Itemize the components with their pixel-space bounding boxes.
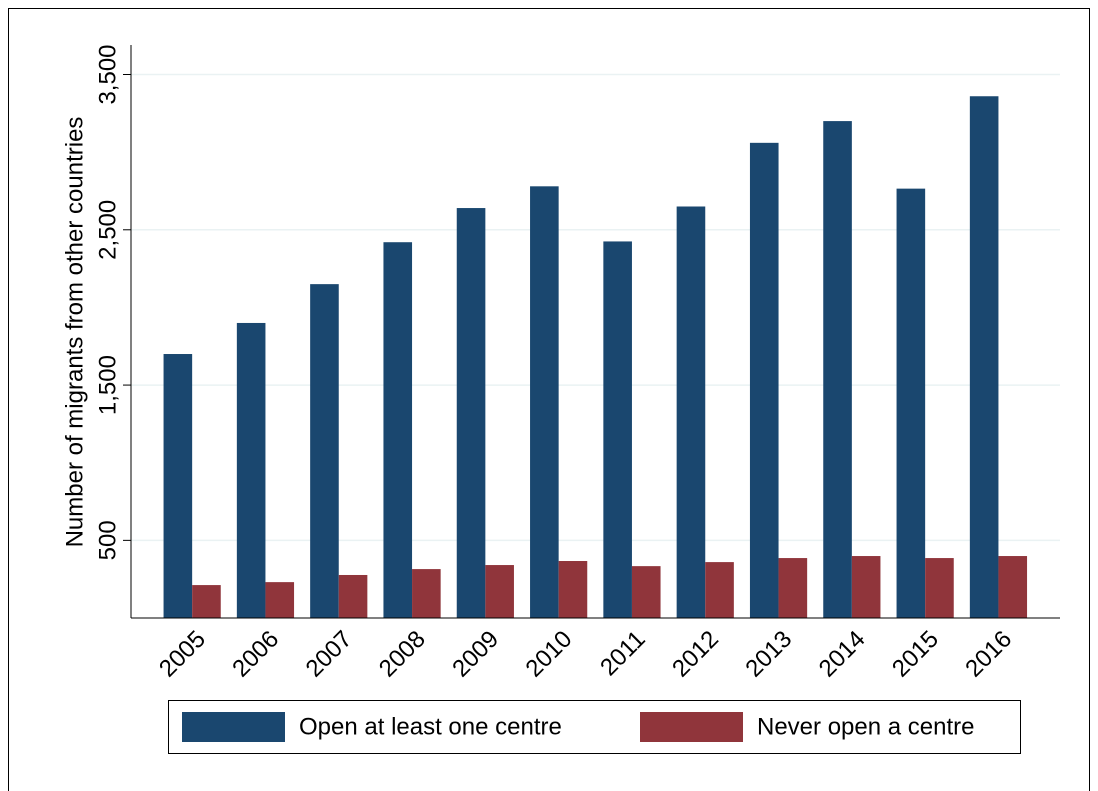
bar [530, 186, 559, 618]
x-tick-label: 2009 [447, 626, 504, 683]
bar [925, 558, 954, 618]
bar [823, 121, 852, 619]
bar [456, 208, 486, 619]
x-tick-label: 2005 [154, 626, 211, 683]
x-tick-label: 2010 [521, 626, 578, 683]
x-tick-label: 2015 [887, 626, 944, 683]
x-tick-label: 2016 [960, 626, 1017, 683]
legend-label: Never open a centre [757, 713, 974, 740]
x-tick-label: 2014 [814, 626, 871, 683]
bar [265, 582, 295, 618]
x-tick-label: 2007 [301, 626, 358, 683]
bar [192, 585, 221, 618]
bar [749, 142, 779, 618]
x-tick-label: 2008 [374, 626, 431, 683]
bar [383, 242, 413, 619]
bar [412, 569, 441, 618]
x-tick-label: 2012 [667, 626, 724, 683]
bar [338, 574, 368, 618]
y-tick-label: 500 [94, 520, 121, 560]
bar [603, 241, 632, 619]
legend-swatch [182, 712, 285, 742]
bar [969, 96, 999, 619]
bar [896, 188, 926, 618]
bar [163, 354, 193, 618]
x-tick-label: 2013 [740, 626, 797, 683]
frame [8, 8, 1090, 791]
bar [851, 556, 881, 618]
legend-swatch [640, 712, 743, 742]
bar [236, 322, 266, 618]
bar [778, 558, 808, 618]
x-tick-label: 2006 [227, 626, 284, 683]
bar [558, 561, 588, 618]
bar [998, 556, 1028, 618]
legend-box [168, 700, 1021, 754]
legend-label: Open at least one centre [299, 713, 562, 740]
bar [485, 565, 514, 618]
y-tick-label: 1,500 [94, 355, 121, 415]
y-tick-label: 3,500 [94, 44, 121, 104]
bar [310, 284, 339, 618]
x-tick-label: 2011 [595, 626, 651, 682]
bar [631, 566, 661, 618]
y-tick-label: 2,500 [94, 200, 121, 260]
y-axis-label: Number of migrants from other countries [61, 117, 88, 548]
bar [705, 562, 734, 618]
bar [676, 206, 706, 618]
